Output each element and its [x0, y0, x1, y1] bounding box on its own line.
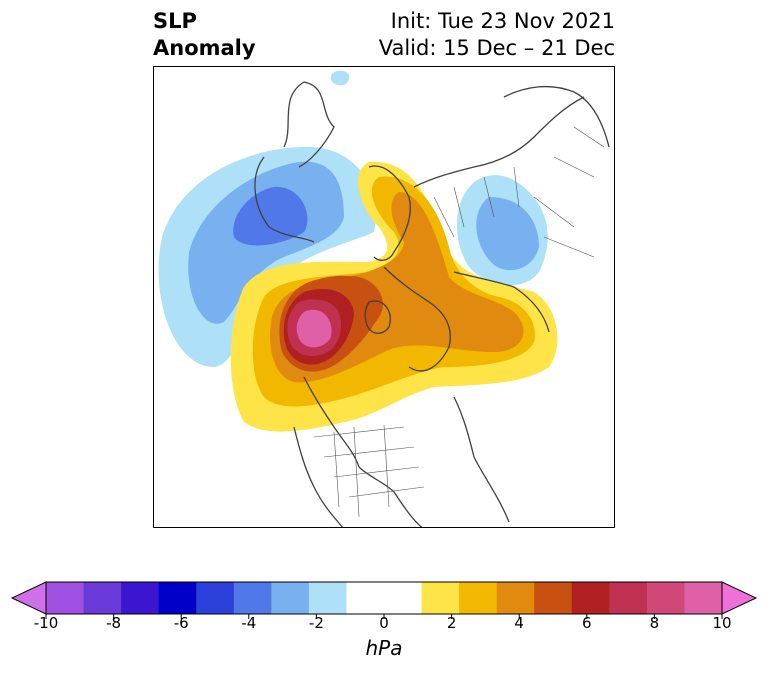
colorbar-tick-label: -10 — [33, 614, 59, 632]
negative-anomaly-atlantic — [158, 70, 376, 367]
anomaly-map — [153, 66, 615, 528]
colorbar — [0, 570, 768, 670]
title-line-2: Anomaly — [153, 36, 256, 60]
positive-anomaly — [230, 161, 558, 432]
colorbar-graphic — [10, 581, 758, 619]
colorbar-segment — [233, 582, 272, 614]
colorbar-segment — [496, 582, 535, 614]
colorbar-tick-label: -6 — [173, 614, 189, 632]
coastlines — [254, 81, 610, 527]
colorbar-min-extension — [10, 581, 47, 615]
map-title: SLP Anomaly — [153, 8, 256, 62]
colorbar-segment — [308, 582, 347, 614]
validity-info: Init: Tue 23 Nov 2021 Valid: 15 Dec – 21… — [379, 8, 615, 62]
colorbar-segment — [46, 582, 85, 614]
negative-anomaly-asia — [457, 175, 548, 286]
colorbar-tick-label: 4 — [514, 614, 524, 632]
colorbar-segment — [83, 582, 122, 614]
country-borders — [313, 126, 605, 518]
init-date: Init: Tue 23 Nov 2021 — [390, 9, 615, 33]
colorbar-segment — [346, 582, 385, 614]
title-line-1: SLP — [153, 9, 197, 33]
colorbar-segment — [684, 582, 723, 614]
colorbar-tick-label: 6 — [582, 614, 592, 632]
colorbar-segment — [271, 582, 310, 614]
colorbar-unit-label: hPa — [365, 636, 403, 660]
colorbar-segment — [384, 582, 423, 614]
map-canvas — [158, 70, 610, 527]
colorbar-max-extension — [721, 581, 758, 615]
colorbar-tick-label: -8 — [106, 614, 122, 632]
colorbar-segment — [158, 582, 197, 614]
colorbar-segment — [571, 582, 610, 614]
valid-range: Valid: 15 Dec – 21 Dec — [378, 36, 615, 60]
colorbar-tick-label: 0 — [379, 614, 389, 632]
colorbar-segment — [459, 582, 498, 614]
colorbar-tick-label: -2 — [308, 614, 324, 632]
colorbar-tick-label: -4 — [241, 614, 257, 632]
colorbar-segment — [646, 582, 685, 614]
colorbar-segment — [196, 582, 235, 614]
colorbar-segment — [121, 582, 160, 614]
colorbar-segment — [421, 582, 460, 614]
colorbar-segment — [534, 582, 573, 614]
colorbar-tick-label: 2 — [446, 614, 457, 632]
colorbar-tick-label: 8 — [649, 614, 660, 632]
colorbar-tick-label: 10 — [712, 614, 732, 632]
colorbar-segment — [609, 582, 648, 614]
